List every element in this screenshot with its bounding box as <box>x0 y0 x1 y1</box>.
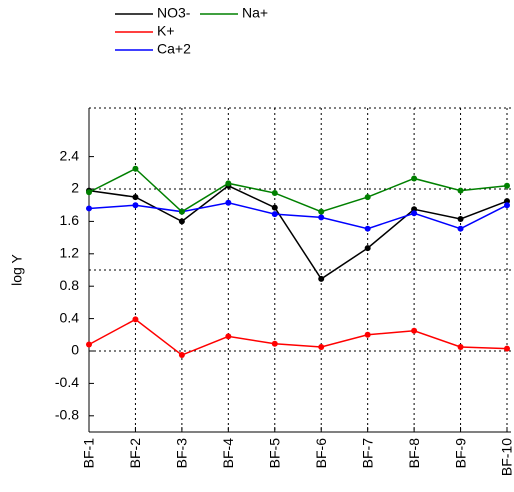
data-point <box>132 316 139 323</box>
legend-label: Na+ <box>242 5 268 21</box>
data-point <box>178 352 185 359</box>
data-point <box>271 190 278 197</box>
x-tick-label: BF-6 <box>313 438 329 469</box>
x-tick-label: BF-5 <box>266 438 282 469</box>
x-tick-label: BF-1 <box>81 438 97 469</box>
legend-label: K+ <box>157 23 175 39</box>
data-point <box>457 343 464 350</box>
data-point <box>457 215 464 222</box>
x-tick-label: BF-2 <box>127 438 143 469</box>
y-tick-label: -0.8 <box>55 407 79 423</box>
data-point <box>318 208 325 215</box>
data-point <box>271 340 278 347</box>
y-tick-label: 0.8 <box>60 277 80 293</box>
data-point <box>132 165 139 172</box>
legend-label: Ca+2 <box>157 41 191 57</box>
x-tick-label: BF-10 <box>499 438 514 476</box>
y-tick-label: 2 <box>71 180 79 196</box>
data-point <box>178 208 185 215</box>
x-tick-label: BF-9 <box>452 438 468 469</box>
data-point <box>318 214 325 221</box>
data-point <box>364 331 371 338</box>
data-point <box>271 204 278 211</box>
x-tick-label: BF-3 <box>174 438 190 469</box>
y-tick-label: 0 <box>71 342 79 358</box>
data-point <box>504 345 510 352</box>
series-line <box>88 202 508 230</box>
y-tick-label: 2.4 <box>60 147 80 163</box>
data-point <box>457 187 464 194</box>
data-point <box>504 182 510 189</box>
data-point <box>132 194 139 201</box>
data-point <box>318 343 325 350</box>
series-line <box>88 184 508 280</box>
y-axis-label: log Y <box>9 254 25 286</box>
series-line <box>88 318 508 356</box>
data-point <box>411 327 418 334</box>
legend-label: NO3- <box>157 5 191 21</box>
x-tick-label: BF-7 <box>359 438 375 469</box>
series-line <box>88 167 508 213</box>
y-tick-label: 1.2 <box>60 245 80 261</box>
x-tick-label: BF-4 <box>220 438 236 469</box>
data-point <box>225 199 232 206</box>
data-point <box>86 341 92 348</box>
data-point <box>411 175 418 182</box>
data-point <box>457 225 464 232</box>
x-tick-label: BF-8 <box>406 438 422 469</box>
data-point <box>411 210 418 217</box>
data-point <box>271 211 278 218</box>
data-point <box>504 202 510 209</box>
data-point <box>132 202 139 209</box>
y-tick-label: 1.6 <box>60 212 80 228</box>
data-point <box>86 205 92 212</box>
y-tick-label: -0.4 <box>55 374 79 390</box>
data-point <box>225 180 232 187</box>
data-point <box>364 225 371 232</box>
data-point <box>364 194 371 201</box>
data-point <box>178 218 185 225</box>
y-tick-label: 0.4 <box>60 309 80 325</box>
data-point <box>86 189 92 196</box>
data-point <box>364 245 371 252</box>
data-point <box>225 333 232 340</box>
data-point <box>318 275 325 282</box>
